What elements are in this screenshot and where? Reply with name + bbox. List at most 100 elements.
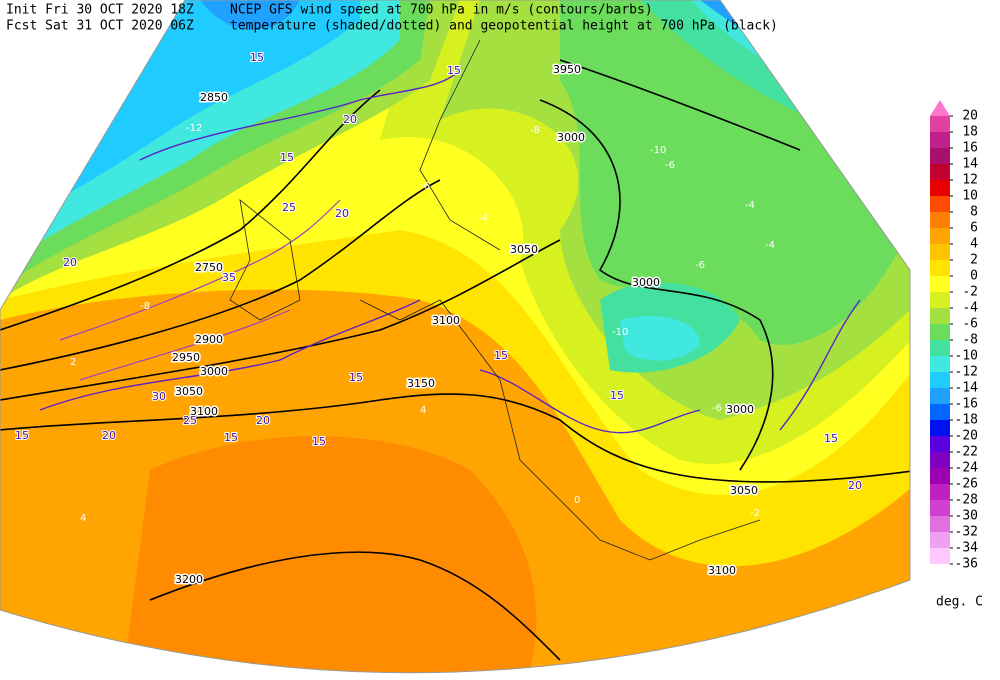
temperature-label: -10 [650,145,666,156]
colorbar-tick-label: -26 [955,477,978,492]
wind-label: 20 [63,256,77,269]
forecast-time: Fcst Sat 31 OCT 2020 06Z [6,19,194,34]
height-label: 3000 [200,365,228,378]
height-label: 2850 [200,91,228,104]
wind-label: 15 [224,431,238,444]
colorbar-box [930,164,950,180]
height-label: 3050 [175,385,203,398]
colorbar-tick-label: 14 [962,157,978,172]
map-border [0,0,911,674]
wind-label: 15 [250,51,264,64]
colorbar-box [930,388,950,404]
temperature-label: 4 [420,405,426,416]
wind-label: 15 [610,389,624,402]
height-label: 2900 [195,333,223,346]
height-label: 3150 [407,377,435,390]
colorbar-box [930,244,950,260]
wind-label: 20 [848,479,862,492]
colorbar-tick-label: -18 [955,413,978,428]
temperature-label: -4 [765,240,775,251]
colorbar-box [930,180,950,196]
colorbar-tick-label: 2 [970,253,978,268]
wind-label: 20 [102,429,116,442]
height-label: 2950 [172,351,200,364]
colorbar-tick-label: -36 [955,557,978,572]
temperature-label: 2 [70,357,76,368]
temperature-label: -2 [750,508,760,519]
wind-label: 30 [152,390,166,403]
colorbar-tick-label: -22 [955,445,978,460]
colorbar-tick-label: -34 [955,541,979,556]
colorbar-tick-label: -4 [962,301,978,316]
temperature-label: -6 [712,403,722,414]
colorbar-box [930,116,950,132]
colorbar-box [930,532,950,548]
wind-label: 15 [280,151,294,164]
temperature-labels: -8 -4 -6 -6 -4 -4 -10 -6 -8 4 2 4 0 -2 -… [70,123,775,524]
temperature-label: -4 [478,213,488,224]
colorbar-box [930,372,950,388]
wind-label: 20 [343,113,357,126]
wind-label: 15 [349,371,363,384]
colorbar-box [930,132,950,148]
colorbar-tick-label: -32 [955,525,978,540]
colorbar: 20181614121086420-2-4-6-8-10-12-14-16-18… [930,100,978,572]
wind-label: 20 [256,414,270,427]
wind-label: 25 [282,201,296,214]
height-label: 3050 [730,484,758,497]
colorbar-tick-label: -6 [962,317,978,332]
height-label: 3000 [632,276,660,289]
colorbar-box [930,196,950,212]
colorbar-box [930,436,950,452]
colorbar-unit: deg. C [936,595,983,610]
colorbar-tick-label: 20 [962,109,978,124]
height-label: 3100 [432,314,460,327]
temperature-label: 0 [574,495,580,506]
init-time: Init Fri 30 OCT 2020 18Z [6,3,194,18]
title-line-2: temperature (shaded/dotted) and geopoten… [230,19,778,34]
colorbar-tick-label: 16 [962,141,978,156]
height-label: 3100 [190,405,218,418]
temperature-label: -6 [665,160,675,171]
temperature-label: -10 [612,327,628,338]
temperature-label: -6 [420,181,430,192]
colorbar-box [930,340,950,356]
colorbar-box [930,500,950,516]
colorbar-box [930,148,950,164]
colorbar-tick-label: 8 [970,205,978,220]
colorbar-box [930,484,950,500]
title-line-1: NCEP GFS wind speed at 700 hPa in m/s (c… [230,3,653,18]
wind-label: 15 [494,349,508,362]
height-label: 3950 [553,63,581,76]
colorbar-tick-label: -8 [962,333,978,348]
colorbar-tick-label: 4 [970,237,978,252]
colorbar-box [930,468,950,484]
colorbar-box [930,420,950,436]
colorbar-box [930,452,950,468]
height-label: 3200 [175,573,203,586]
height-label: 3000 [557,131,585,144]
wind-label: 15 [312,435,326,448]
wind-label: 15 [447,64,461,77]
colorbar-tick-label: 12 [962,173,978,188]
colorbar-box [930,516,950,532]
colorbar-tick-label: 10 [962,189,978,204]
wind-label: 15 [15,429,29,442]
colorbar-tick-label: -28 [955,493,978,508]
wind-label: 35 [222,271,236,284]
height-label: 2750 [195,261,223,274]
colorbar-tick-label: -12 [955,365,978,380]
wind-label: 25 [183,414,197,427]
colorbar-box [930,276,950,292]
temperature-label: -8 [140,301,150,312]
colorbar-tick-label: 18 [962,125,978,140]
colorbar-box [930,548,950,564]
colorbar-tick-label: -24 [955,461,979,476]
map [0,0,910,673]
colorbar-box [930,324,950,340]
colorbar-box [930,292,950,308]
wind-label: 20 [335,207,349,220]
colorbar-box [930,308,950,324]
temperature-label: 4 [80,513,86,524]
temperature-label: -12 [186,123,202,134]
